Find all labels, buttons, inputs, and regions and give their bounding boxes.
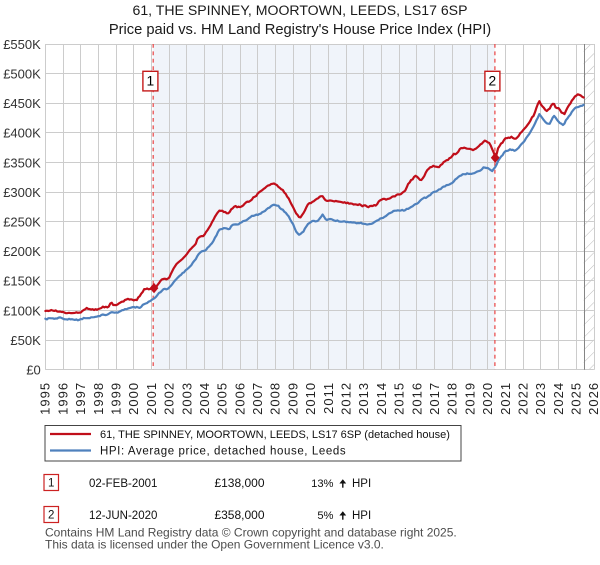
- svg-text:61, THE SPINNEY, MOORTOWN, LEE: 61, THE SPINNEY, MOORTOWN, LEEDS, LS17 6…: [133, 2, 468, 18]
- svg-text:2001: 2001: [144, 382, 159, 415]
- svg-text:1997: 1997: [73, 382, 88, 415]
- svg-text:2: 2: [489, 74, 497, 89]
- svg-text:2026: 2026: [586, 382, 600, 415]
- svg-text:2023: 2023: [533, 382, 548, 415]
- svg-text:2006: 2006: [232, 382, 247, 415]
- svg-text:£450K: £450K: [3, 96, 41, 111]
- svg-text:2011: 2011: [321, 382, 336, 414]
- svg-text:2002: 2002: [162, 382, 177, 415]
- svg-text:2015: 2015: [392, 382, 407, 415]
- svg-text:£138,000: £138,000: [214, 476, 264, 490]
- svg-text:1995: 1995: [38, 382, 53, 415]
- svg-text:1999: 1999: [109, 382, 124, 415]
- svg-text:2025: 2025: [569, 382, 584, 415]
- svg-text:1996: 1996: [55, 382, 70, 415]
- svg-text:2019: 2019: [462, 382, 477, 415]
- svg-text:HPI: Average price, detached h: HPI: Average price, detached house, Leed…: [100, 446, 346, 458]
- svg-text:5%: 5%: [317, 510, 333, 522]
- svg-text:2: 2: [48, 510, 54, 522]
- svg-text:2000: 2000: [126, 382, 141, 415]
- svg-text:HPI: HPI: [352, 478, 371, 490]
- svg-text:1: 1: [147, 74, 155, 89]
- svg-text:2018: 2018: [445, 382, 460, 415]
- svg-text:2017: 2017: [427, 382, 442, 415]
- svg-text:2004: 2004: [197, 382, 212, 415]
- svg-text:2008: 2008: [268, 382, 283, 415]
- svg-text:2016: 2016: [409, 382, 424, 415]
- svg-text:2005: 2005: [215, 382, 230, 415]
- svg-text:02-FEB-2001: 02-FEB-2001: [89, 478, 157, 490]
- svg-text:2009: 2009: [285, 382, 300, 415]
- svg-text:£550K: £550K: [3, 37, 41, 52]
- svg-text:2024: 2024: [551, 382, 566, 415]
- svg-text:HPI: HPI: [352, 510, 371, 522]
- svg-text:2012: 2012: [339, 382, 354, 415]
- svg-text:£100K: £100K: [3, 303, 41, 318]
- svg-text:2022: 2022: [516, 382, 531, 415]
- svg-text:£250K: £250K: [3, 215, 41, 230]
- svg-text:1: 1: [48, 478, 54, 490]
- svg-text:Contains HM Land Registry data: Contains HM Land Registry data © Crown c…: [45, 526, 457, 540]
- svg-text:2020: 2020: [480, 382, 495, 415]
- svg-text:2013: 2013: [356, 382, 371, 415]
- svg-text:12-JUN-2020: 12-JUN-2020: [89, 510, 157, 522]
- svg-text:2021: 2021: [498, 382, 513, 415]
- svg-text:13%: 13%: [311, 478, 333, 490]
- svg-text:£200K: £200K: [3, 244, 41, 259]
- svg-text:£150K: £150K: [3, 274, 41, 289]
- svg-text:£358,000: £358,000: [214, 508, 264, 522]
- svg-text:£300K: £300K: [3, 185, 41, 200]
- svg-text:£400K: £400K: [3, 126, 41, 141]
- svg-text:2010: 2010: [303, 382, 318, 415]
- svg-text:1998: 1998: [91, 382, 106, 415]
- svg-text:Price paid vs. HM Land Registr: Price paid vs. HM Land Registry's House …: [109, 22, 491, 38]
- svg-text:£350K: £350K: [3, 155, 41, 170]
- svg-text:This data is licensed under th: This data is licensed under the Open Gov…: [45, 538, 384, 552]
- svg-text:£500K: £500K: [3, 66, 41, 81]
- svg-text:61, THE SPINNEY, MOORTOWN, LEE: 61, THE SPINNEY, MOORTOWN, LEEDS, LS17 6…: [100, 429, 450, 441]
- svg-text:2014: 2014: [374, 382, 389, 415]
- svg-text:£50K: £50K: [10, 333, 41, 348]
- svg-text:2003: 2003: [179, 382, 194, 415]
- svg-text:£0: £0: [26, 363, 40, 378]
- svg-text:2007: 2007: [250, 382, 265, 415]
